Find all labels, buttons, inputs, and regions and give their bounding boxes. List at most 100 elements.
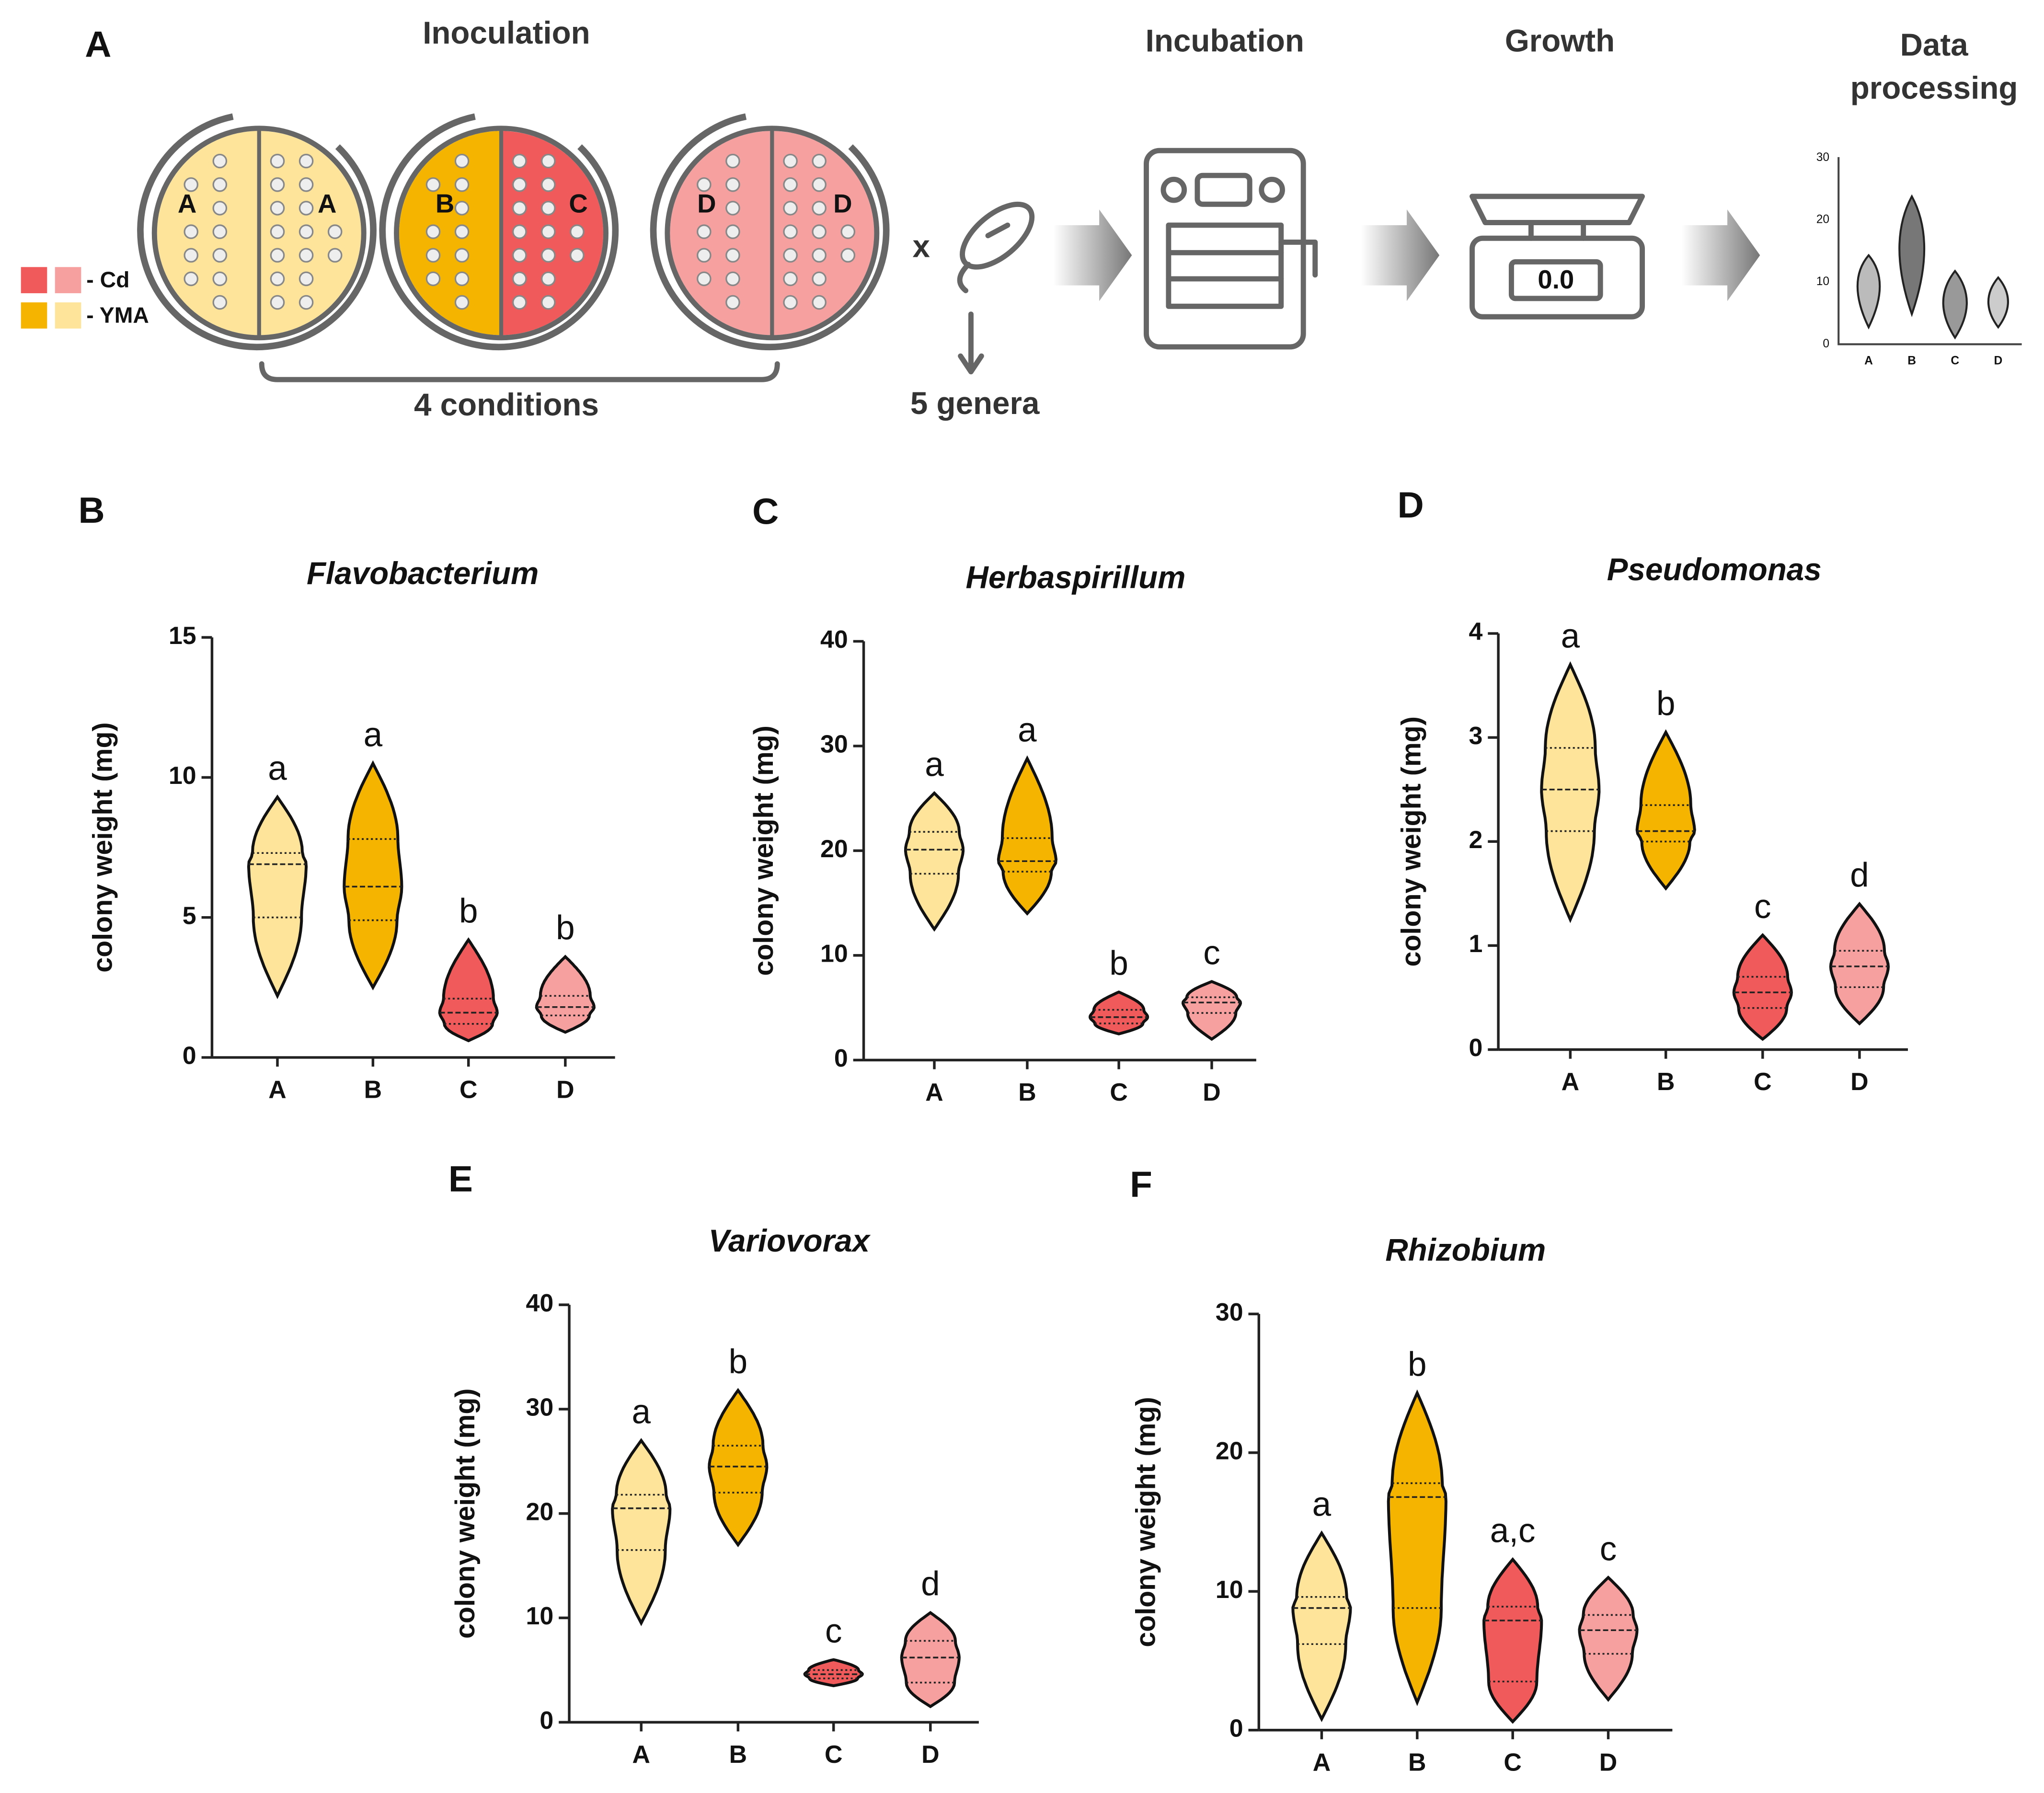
y-tick-label: 3 [1469, 722, 1482, 749]
plate-half [399, 131, 502, 335]
significance-label: a [1018, 711, 1037, 749]
x-tick-label: D [1203, 1078, 1220, 1106]
colony-dot [541, 177, 556, 192]
y-tick-label: 30 [526, 1393, 554, 1421]
colony-dot [512, 271, 527, 287]
colony-dot [270, 201, 285, 216]
x-tick-label: B [1408, 1748, 1426, 1776]
colony-dot [512, 224, 527, 239]
violin-body [438, 937, 499, 1043]
colony-dot [299, 224, 314, 239]
colony-dot [783, 295, 798, 310]
violin-body [803, 1658, 864, 1688]
colony-dot [783, 201, 798, 216]
chart-title: Flavobacterium [307, 556, 539, 591]
significance-label: a [1561, 617, 1580, 655]
violin-body [708, 1388, 769, 1548]
colony-dot [570, 248, 585, 263]
colony-dot [425, 271, 441, 287]
violin-body [900, 1611, 961, 1709]
y-tick-label: 10 [1216, 1575, 1243, 1603]
x-tick-label: C [459, 1076, 477, 1103]
colony-dot [270, 248, 285, 263]
plate-lid [650, 113, 890, 351]
colony-dot [541, 295, 556, 310]
colony-dot [541, 153, 556, 169]
plate-half [670, 131, 772, 335]
violin-body [1181, 980, 1242, 1041]
panel-letter: B [79, 490, 105, 531]
colony-dot [541, 248, 556, 263]
colony-dot [840, 224, 856, 239]
y-tick-label: 0 [1229, 1714, 1243, 1742]
chart-title: Herbaspirillum [966, 560, 1186, 595]
colony-dot [212, 271, 228, 287]
scale-icon [1470, 194, 1645, 320]
colony-dot [725, 295, 740, 310]
significance-label: b [556, 909, 575, 947]
colony-dot [327, 224, 343, 239]
colony-dot [812, 201, 827, 216]
colony-dot [299, 201, 314, 216]
colony-dot [327, 248, 343, 263]
colony-dot [697, 271, 712, 287]
colony-dot [541, 224, 556, 239]
colony-dot [512, 201, 527, 216]
y-tick-label: 10 [526, 1602, 554, 1630]
violin-body [1482, 1557, 1543, 1724]
violin-body [1387, 1389, 1447, 1706]
x-tick-label: C [825, 1740, 842, 1768]
colony-dot [840, 248, 856, 263]
mini-tick-label: 20 [1816, 213, 1829, 226]
significance-label: a [632, 1393, 651, 1431]
panel-letter: E [448, 1159, 473, 1200]
colony-dot [212, 153, 228, 169]
plate-half [157, 131, 259, 335]
conditions-label: 4 conditions [414, 387, 599, 422]
colony-dot [184, 248, 199, 263]
plate-lid [379, 113, 619, 351]
x-tick-label: C [1504, 1748, 1521, 1776]
violin-body [1540, 661, 1601, 923]
violin-body [611, 1438, 672, 1626]
colony-dot [184, 224, 199, 239]
colony-dot [783, 271, 798, 287]
legend-swatch [21, 267, 47, 293]
colony-dot [697, 224, 712, 239]
bacterium-icon [957, 201, 1035, 375]
significance-label: c [1754, 888, 1771, 926]
colony-dot [512, 295, 527, 310]
x-tick-label: A [268, 1076, 286, 1103]
colony-dot [270, 295, 285, 310]
violin-body [1291, 1530, 1352, 1723]
violin-body [1088, 990, 1149, 1035]
flow-arrow [1681, 209, 1760, 301]
y-tick-label: 10 [820, 940, 848, 967]
colony-dot [812, 177, 827, 192]
colony-dot [512, 177, 527, 192]
x-tick-label: B [1018, 1078, 1036, 1106]
y-tick-label: 5 [183, 901, 196, 929]
legend-label: - Cd [86, 267, 129, 292]
colony-dot [541, 201, 556, 216]
y-axis-label: colony weight (mg) [1396, 716, 1427, 966]
mini-chart-icon: 0 10 20 30 A B C D [1816, 151, 2022, 367]
colony-dot [425, 248, 441, 263]
colony-dot [454, 271, 470, 287]
y-tick-label: 10 [169, 761, 196, 789]
scale-display: 0.0 [1538, 265, 1574, 294]
colony-dot [812, 295, 827, 310]
step-title: Data [1900, 27, 1969, 62]
colony-dot [812, 271, 827, 287]
colony-dot [454, 224, 470, 239]
colony-dot [454, 201, 470, 216]
colony-dot [270, 271, 285, 287]
colony-dot [783, 153, 798, 169]
y-tick-label: 0 [540, 1706, 553, 1734]
x-tick-label: D [921, 1740, 939, 1768]
plate-lid [137, 113, 377, 351]
x-tick-label: B [729, 1740, 747, 1768]
step-title: Inoculation [423, 15, 590, 50]
chart-panel: F Rhizobium colony weight (mg) 0 10 20 30 Aa Bb C… [1130, 1164, 1673, 1776]
